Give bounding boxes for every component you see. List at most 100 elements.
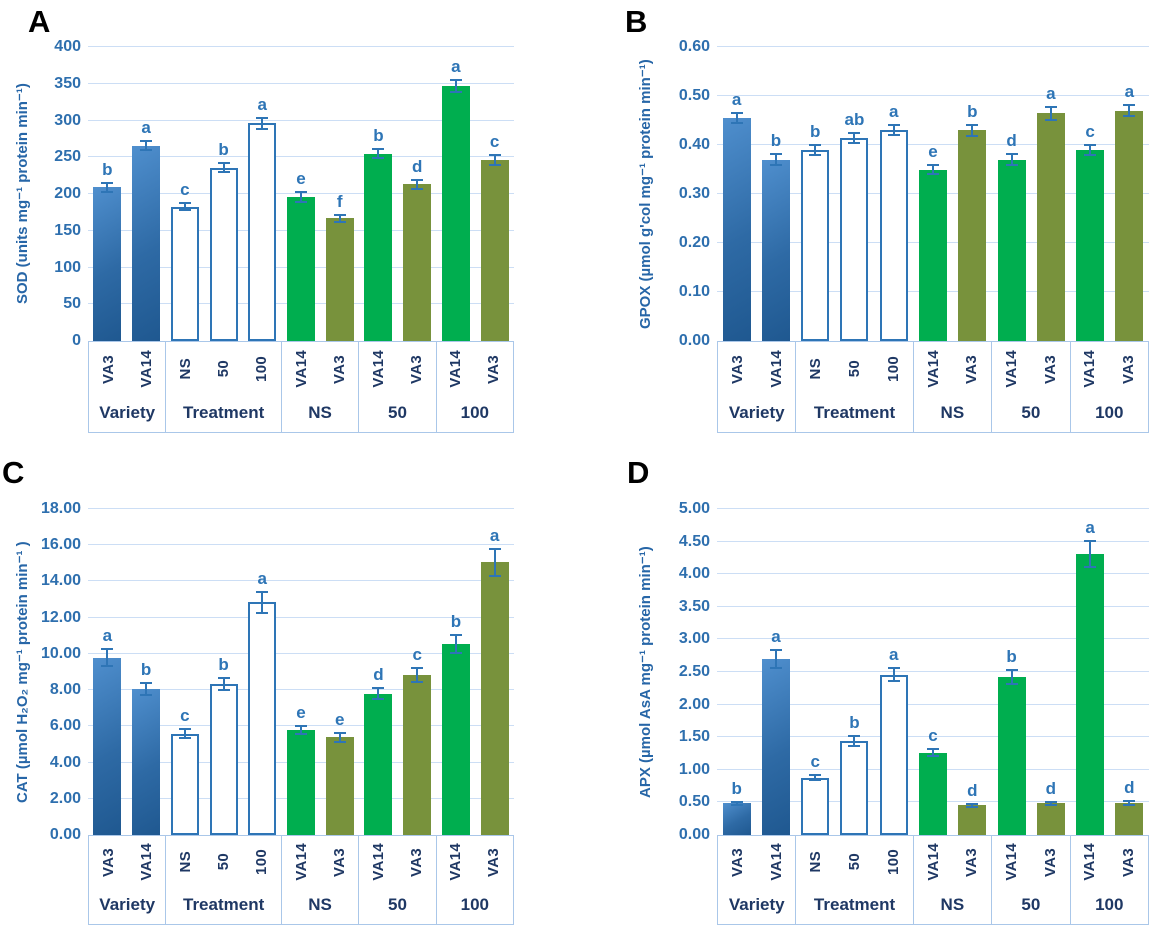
x-label-slot: VA14 bbox=[437, 342, 475, 396]
y-tick-label: 0.30 bbox=[678, 185, 710, 202]
group-label: Variety bbox=[728, 402, 785, 422]
group-label: NS bbox=[940, 402, 965, 422]
error-bar-cap-bottom bbox=[411, 680, 424, 683]
error-bar-stem bbox=[892, 124, 895, 137]
error-bar bbox=[887, 666, 900, 683]
y-tick-label: 4.50 bbox=[678, 532, 710, 550]
significance-letter: b bbox=[140, 659, 152, 679]
error-bar-cap-top bbox=[256, 116, 269, 119]
significance-letter: a bbox=[489, 525, 500, 545]
error-bar-cap-top bbox=[927, 748, 939, 751]
axis-group-cell: VA3 VA14 Variety bbox=[89, 836, 167, 924]
bar-VA3 bbox=[93, 187, 122, 341]
significance-letter: a bbox=[888, 102, 899, 122]
x-label-slot: 50 bbox=[835, 836, 874, 888]
x-tick-label: VA3 bbox=[1120, 354, 1138, 384]
error-bar bbox=[449, 633, 462, 654]
y-tick-label: 1.00 bbox=[678, 760, 710, 778]
axis-group-cell: NS 50 100 Treatment bbox=[166, 342, 282, 432]
x-label-slot: NS bbox=[166, 342, 204, 396]
group-label: Variety bbox=[99, 894, 156, 914]
error-bar-stem bbox=[416, 179, 419, 190]
x-label-slot: VA3 bbox=[718, 836, 757, 888]
error-bar-cap-bottom bbox=[966, 805, 979, 808]
group-label: NS bbox=[308, 894, 332, 914]
error-bar-cap-top bbox=[1123, 800, 1136, 803]
bar-VA14 bbox=[997, 677, 1026, 835]
bar-slot: a bbox=[243, 509, 282, 835]
bar-slot: b bbox=[88, 47, 127, 341]
x-tick-label: VA3 bbox=[408, 847, 426, 877]
plot-area: a b b ab a e b d a c a bbox=[717, 46, 1149, 341]
x-tick-label: VA14 bbox=[1081, 843, 1099, 881]
error-bar-cap-bottom bbox=[101, 190, 114, 193]
x-label-slot: 50 bbox=[205, 342, 243, 396]
bar-VA14 bbox=[919, 169, 947, 341]
axis-group-cell: VA14 VA3 50 bbox=[992, 342, 1071, 432]
x-tick-label: VA14 bbox=[369, 350, 387, 388]
gridline bbox=[88, 508, 514, 509]
panel-c-cat: C CAT (µmol H₂O₂ mg⁻¹ protein min⁻¹ ) 0.… bbox=[0, 457, 588, 935]
x-tick-label: VA3 bbox=[1120, 847, 1138, 877]
axis-group-cell: VA14 VA3 100 bbox=[1071, 836, 1148, 924]
x-label-slot: VA3 bbox=[1031, 836, 1070, 888]
error-bar-cap-bottom bbox=[217, 171, 230, 174]
bar-slot: a bbox=[1110, 47, 1149, 341]
error-bar bbox=[966, 802, 979, 808]
x-label-slot: VA14 bbox=[914, 342, 953, 396]
error-bar-cap-bottom bbox=[730, 803, 743, 806]
error-bar-cap-top bbox=[887, 124, 900, 127]
error-bar-cap-top bbox=[809, 774, 822, 777]
gridline bbox=[717, 95, 1149, 96]
error-bar-stem bbox=[735, 800, 738, 806]
bar-NS bbox=[801, 777, 830, 835]
axis-group-cell: VA3 VA14 Variety bbox=[718, 342, 797, 432]
y-tick-label: 350 bbox=[54, 74, 81, 92]
bar-label-row: VA14 VA3 bbox=[1071, 342, 1148, 396]
error-bar-cap-bottom bbox=[1005, 164, 1018, 167]
error-bar-cap-top bbox=[1084, 539, 1097, 542]
gridline bbox=[88, 156, 514, 158]
x-tick-label: VA14 bbox=[137, 350, 155, 388]
x-label-slot: VA14 bbox=[914, 836, 953, 888]
x-tick-label: VA14 bbox=[1002, 350, 1020, 388]
x-label-slot: VA3 bbox=[320, 342, 358, 396]
error-bar-stem bbox=[377, 687, 380, 701]
error-bar-cap-bottom bbox=[1044, 118, 1057, 121]
bar-VA14 bbox=[1076, 149, 1105, 341]
significance-letter: a bbox=[451, 56, 461, 76]
bar-VA3 bbox=[1115, 110, 1144, 341]
x-tick-label: VA3 bbox=[485, 354, 503, 384]
bar-label-row: NS 50 100 bbox=[166, 836, 281, 888]
x-label-slot: VA3 bbox=[1109, 342, 1148, 396]
bar-slot: c bbox=[165, 509, 204, 835]
significance-letter: c bbox=[810, 752, 820, 772]
bar-VA14 bbox=[441, 643, 470, 835]
x-tick-label: 50 bbox=[215, 853, 233, 871]
error-bar-cap-bottom bbox=[1005, 683, 1018, 686]
gridline bbox=[88, 544, 514, 546]
significance-letter: b bbox=[809, 121, 821, 141]
error-bar-cap-bottom bbox=[140, 694, 153, 697]
error-bar-cap-top bbox=[887, 666, 900, 669]
error-bar-stem bbox=[106, 648, 109, 667]
significance-letter: b bbox=[102, 160, 113, 180]
error-bar-cap-bottom bbox=[178, 737, 191, 740]
bar-slot: b bbox=[717, 509, 756, 835]
axis-group-cell: NS 50 100 Treatment bbox=[796, 342, 914, 432]
x-tick-label: 50 bbox=[846, 853, 864, 871]
bar-50 bbox=[840, 741, 869, 835]
gridline bbox=[717, 46, 1149, 47]
significance-letter: b bbox=[450, 611, 462, 631]
bar-VA14 bbox=[132, 145, 161, 341]
bar-label-row: VA14 VA3 bbox=[1071, 836, 1148, 888]
y-tick-label: 250 bbox=[54, 148, 81, 166]
bar-VA3 bbox=[1115, 803, 1144, 835]
